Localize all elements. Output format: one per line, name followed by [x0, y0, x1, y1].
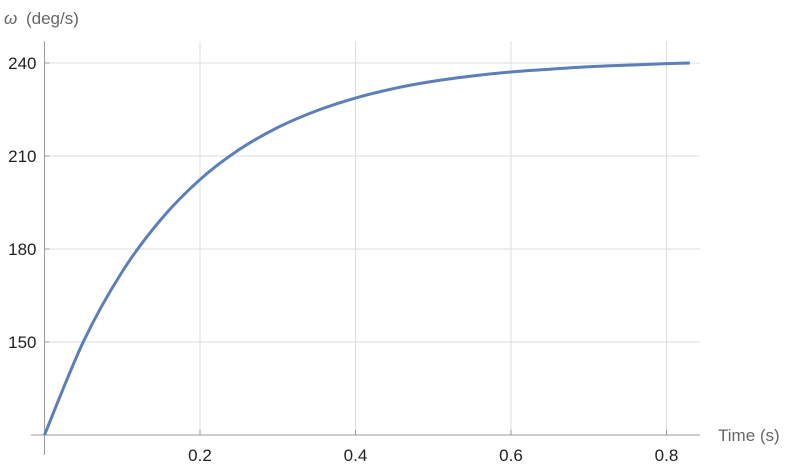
y-axis-unit: (deg/s): [26, 9, 79, 28]
axes: [31, 41, 700, 455]
x-tick-label: 0.8: [655, 446, 679, 465]
series-line: [43, 61, 690, 436]
tick-labels: 0.2 0.4 0.6 0.8 150 180 210 240: [8, 54, 678, 465]
grid: [44, 41, 700, 435]
x-axis-label: Time (s): [718, 426, 780, 445]
y-axis-symbol: ω: [4, 9, 17, 28]
y-tick-label: 240: [8, 54, 36, 73]
x-tick-label: 0.6: [499, 446, 523, 465]
y-tick-label: 150: [8, 333, 36, 352]
y-tick-label: 210: [8, 147, 36, 166]
y-axis-label: ω (deg/s): [4, 9, 79, 28]
y-tick-label: 180: [8, 240, 36, 259]
x-tick-label: 0.2: [188, 446, 212, 465]
plot-area: [43, 61, 690, 436]
x-tick-label: 0.4: [344, 446, 368, 465]
